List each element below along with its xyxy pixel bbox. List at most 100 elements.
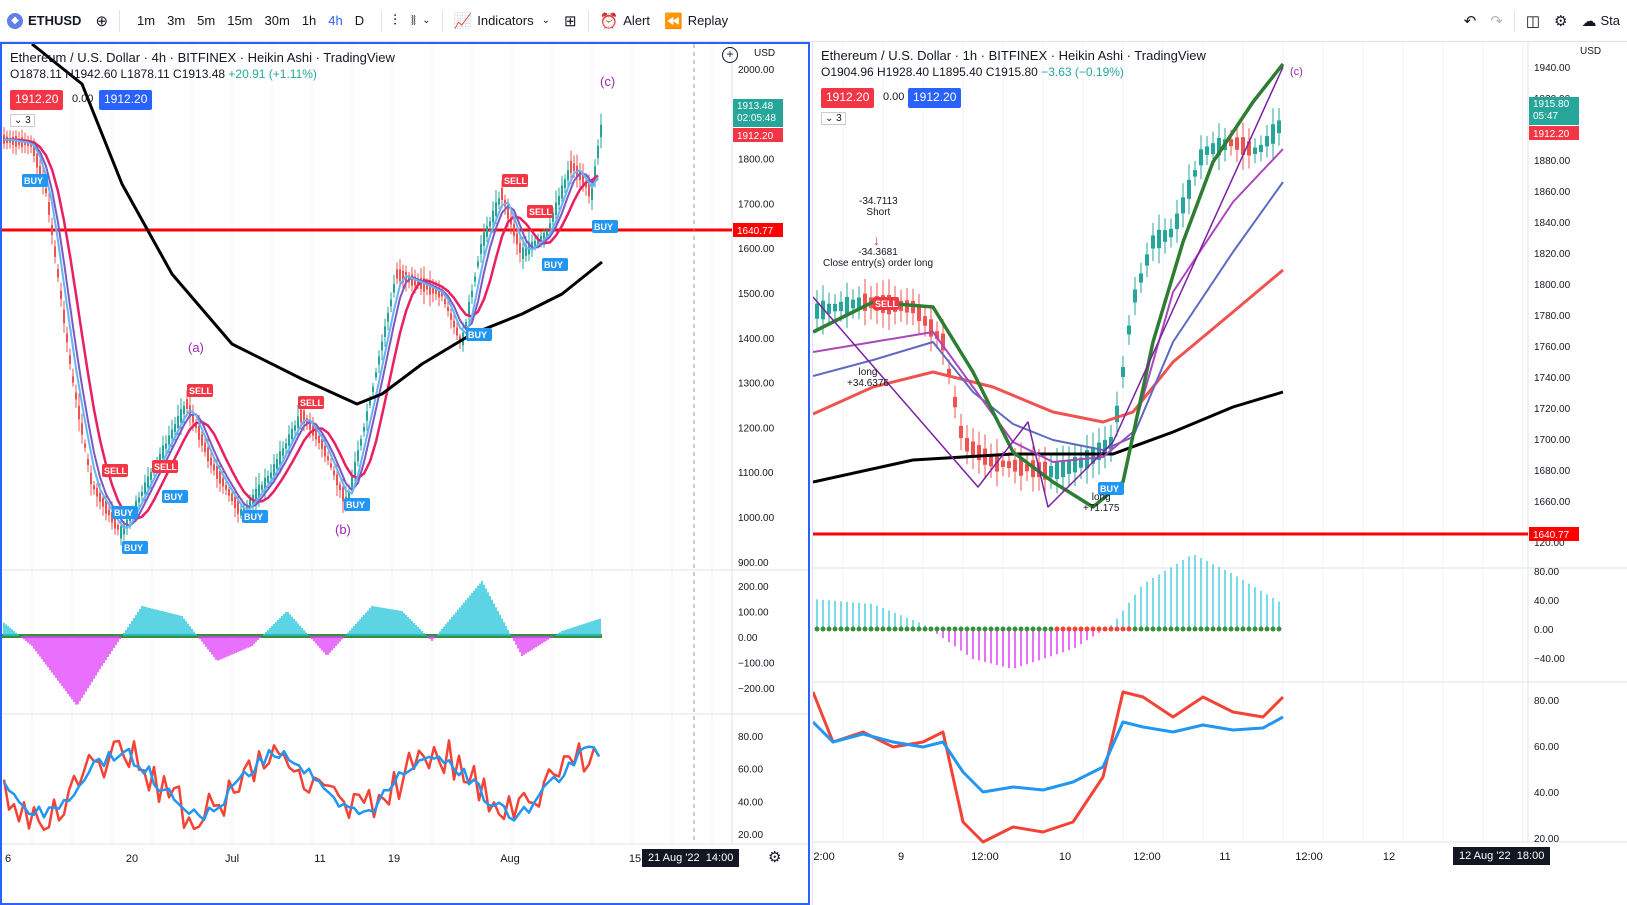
- compare-button[interactable]: ⊕: [88, 0, 115, 42]
- chart-panel-4h[interactable]: 2000.001900.001800.001700.001600.001500.…: [0, 42, 810, 905]
- oscillator-dot: [934, 626, 940, 632]
- oscillator-dot: [1234, 626, 1240, 632]
- buy-signal: [592, 220, 618, 233]
- alert-button[interactable]: ⏰ Alert: [593, 0, 657, 42]
- interval-D[interactable]: D: [354, 13, 365, 28]
- candle-body: [306, 418, 308, 425]
- oscillator-dot: [1192, 626, 1198, 632]
- interval-group: 1m 3m 5m 15m 30m 1h 4h D: [124, 0, 377, 42]
- candle-body: [953, 396, 957, 408]
- undo-button[interactable]: ↶: [1457, 0, 1484, 42]
- long1-label: long: [858, 367, 878, 378]
- candle-body: [402, 270, 404, 283]
- bar-style-button[interactable]: ⫶: [386, 0, 404, 42]
- candle-body: [519, 243, 521, 253]
- redo-button[interactable]: ↷: [1483, 0, 1510, 42]
- candle-body: [231, 493, 233, 501]
- annotation-long-1: long +34.6376: [847, 367, 889, 389]
- candle-body: [516, 233, 518, 245]
- candle-body: [51, 224, 53, 236]
- chart-panel-1h[interactable]: 1940.001920.001900.001880.001860.001840.…: [812, 42, 1627, 905]
- candle-body: [941, 333, 945, 351]
- candle-body: [366, 411, 368, 421]
- spread-value: 0.00: [883, 91, 905, 103]
- currency-selector[interactable]: USD: [754, 48, 776, 59]
- candle-body: [591, 188, 593, 200]
- replay-button[interactable]: ⏪ Replay: [657, 0, 735, 42]
- plus-circle-icon: ⊕: [95, 12, 109, 30]
- buy-signal: [162, 490, 188, 503]
- candle-body: [959, 425, 963, 439]
- settings-button[interactable]: ⚙: [1547, 0, 1574, 42]
- collapse-indicators-button[interactable]: ⌄ 3: [821, 112, 846, 125]
- short-value: -34.7113: [859, 196, 898, 207]
- interval-15m[interactable]: 15m: [227, 13, 253, 28]
- chart-settings-gear-icon[interactable]: ⚙: [768, 849, 782, 866]
- price-tick-label: 1820.00: [1534, 249, 1571, 260]
- candle-body: [567, 170, 569, 181]
- candle-body: [144, 482, 146, 494]
- interval-3m[interactable]: 3m: [167, 13, 186, 28]
- templates-button[interactable]: ⊞: [557, 0, 584, 42]
- save-cloud-button[interactable]: ☁ Sta: [1574, 0, 1627, 42]
- candle-body: [1067, 459, 1071, 474]
- buy-signal: [1098, 482, 1124, 495]
- rsi-tick-label: 80.00: [1534, 696, 1559, 707]
- candle-body: [288, 434, 290, 446]
- plus-icon[interactable]: +: [722, 47, 738, 63]
- oscillator-dot: [1222, 626, 1228, 632]
- oscillator-dot: [1000, 626, 1006, 632]
- oscillator-dot: [1126, 626, 1132, 632]
- ohlc-values: O1878.11 H1942.60 L1878.11 C1913.48 +20.…: [10, 67, 395, 81]
- long2-label: long: [1091, 492, 1111, 503]
- interval-5m[interactable]: 5m: [197, 13, 216, 28]
- time-axis-label: 12:00: [813, 851, 835, 863]
- candle-body: [300, 409, 302, 423]
- candle-body: [399, 269, 401, 282]
- sell-price-button[interactable]: 1912.20: [10, 90, 64, 110]
- oscillator-dot: [880, 626, 886, 632]
- oscillator-dot: [1276, 626, 1282, 632]
- indicators-button[interactable]: 📈 Indicators ⌄: [447, 0, 557, 42]
- interval-30m[interactable]: 30m: [264, 13, 290, 28]
- candle-body: [297, 416, 299, 428]
- candle-body: [294, 425, 296, 431]
- oscillator-dot: [946, 626, 952, 632]
- candle-style-button[interactable]: ⧚ ⌄: [404, 0, 438, 42]
- oscillator-dot: [1252, 626, 1258, 632]
- oscillator-dot: [976, 626, 982, 632]
- chart-canvas-4h[interactable]: 2000.001900.001800.001700.001600.001500.…: [2, 44, 808, 903]
- interval-1m[interactable]: 1m: [137, 13, 156, 28]
- candle-body: [150, 472, 152, 480]
- candle-body: [432, 285, 434, 294]
- oscillator-dot: [1072, 626, 1078, 632]
- chart-canvas-1h[interactable]: 1940.001920.001900.001880.001860.001840.…: [813, 42, 1627, 905]
- candle-body: [549, 223, 551, 229]
- collapse-indicators-button[interactable]: ⌄ 3: [10, 114, 35, 127]
- gear-icon: ⚙: [1554, 12, 1568, 30]
- interval-1h[interactable]: 1h: [301, 13, 317, 28]
- candle-body: [186, 399, 188, 409]
- buy-price-button[interactable]: 1912.20: [99, 90, 153, 110]
- oscillator-tick-label: 80.00: [1534, 567, 1559, 578]
- divider: [441, 9, 443, 32]
- interval-4h[interactable]: 4h: [328, 13, 343, 28]
- candle-body: [501, 188, 503, 200]
- signal-label: SELL: [529, 207, 553, 217]
- price-tick-label: 1860.00: [1534, 187, 1571, 198]
- wave-label-b: (b): [335, 522, 351, 537]
- sell-price-button[interactable]: 1912.20: [821, 88, 875, 108]
- crosshair-date-label: 12 Aug '22 18:00: [1453, 847, 1551, 865]
- chevron-down-icon: ⌄: [422, 15, 431, 26]
- oscillator-dot: [814, 626, 820, 632]
- signal-label: BUY: [164, 492, 183, 502]
- buy-price-button[interactable]: 1912.20: [908, 88, 962, 108]
- currency-selector[interactable]: USD: [1580, 46, 1602, 57]
- symbol-search[interactable]: ◆ ETHUSD: [0, 0, 88, 42]
- candle-body: [192, 414, 194, 423]
- candle-body: [240, 509, 242, 516]
- oscillator-dot: [1036, 626, 1042, 632]
- oscillator-dot: [886, 626, 892, 632]
- layout-button[interactable]: ◫: [1519, 0, 1547, 42]
- oscillator-dot: [1108, 626, 1114, 632]
